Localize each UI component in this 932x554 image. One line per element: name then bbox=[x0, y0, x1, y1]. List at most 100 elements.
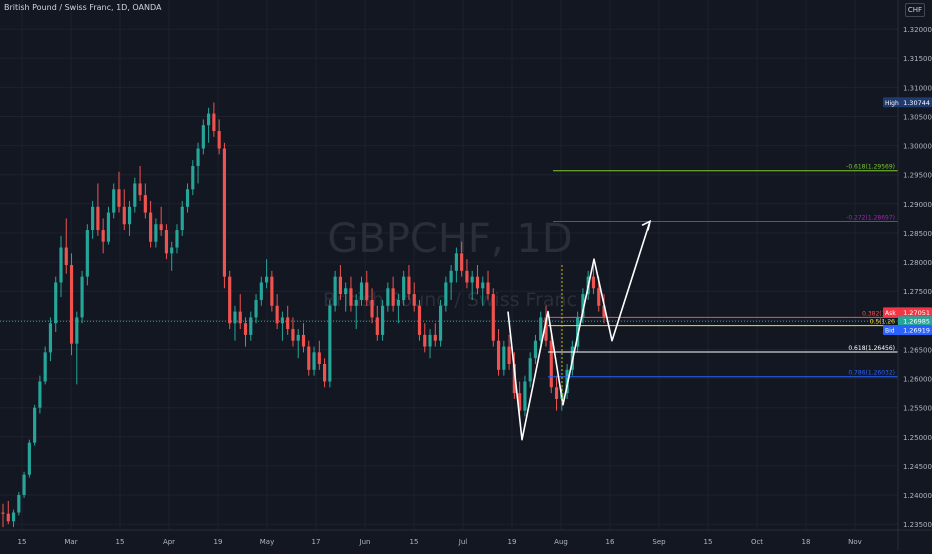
candle-body bbox=[380, 305, 385, 335]
candle-body bbox=[159, 224, 163, 231]
candle-body bbox=[259, 282, 263, 300]
candle-body bbox=[191, 165, 195, 190]
candle-body bbox=[265, 276, 269, 283]
y-tick-label: 1.32000 bbox=[903, 26, 932, 34]
time-axis[interactable]: 15 Mar 15 Apr 19 May 17 Jun 15 Jul 19 Aug 16 Sep 15 Oct… bbox=[0, 529, 932, 546]
candle-body bbox=[528, 358, 532, 382]
candle-body bbox=[54, 282, 58, 324]
candle-body bbox=[249, 317, 253, 335]
y-tick-label: 1.28500 bbox=[903, 230, 932, 238]
y-tick-label: 1.24000 bbox=[903, 492, 932, 500]
candle-body bbox=[117, 189, 121, 207]
currency-button[interactable]: CHF bbox=[905, 3, 925, 17]
candle-body bbox=[312, 352, 316, 370]
x-tick-label: 15 bbox=[704, 538, 713, 546]
candle-body bbox=[365, 282, 369, 300]
x-tick-label: 16 bbox=[606, 538, 615, 546]
candle-body bbox=[554, 387, 559, 399]
candle-body bbox=[43, 352, 47, 382]
candle-body bbox=[69, 265, 74, 344]
candle-body bbox=[328, 305, 332, 382]
candle-body bbox=[391, 288, 395, 306]
projection-drawing[interactable] bbox=[507, 219, 652, 441]
y-tick-label: 1.25000 bbox=[903, 434, 932, 442]
x-tick-label: 19 bbox=[214, 538, 223, 546]
x-tick-label: 15 bbox=[116, 538, 125, 546]
y-tick-label: 1.27500 bbox=[903, 288, 932, 296]
fib-levels[interactable]: -0.618(1.29569) -0.272(1.28697) 0.382(1.27… bbox=[548, 164, 898, 378]
candle-body bbox=[533, 340, 538, 359]
fib-level-label: 0.618(1.26456) bbox=[848, 345, 895, 352]
price-badge bbox=[883, 325, 932, 336]
candle-body bbox=[433, 334, 437, 341]
x-tick-label: 18 bbox=[802, 538, 811, 546]
y-tick-label: 1.31000 bbox=[903, 84, 932, 92]
candle-body bbox=[470, 276, 474, 283]
candle-body bbox=[133, 183, 137, 207]
candle-body bbox=[59, 247, 63, 283]
candle-body bbox=[217, 131, 221, 149]
candle-body bbox=[143, 195, 147, 213]
candle-body bbox=[502, 346, 506, 370]
candle-body bbox=[491, 294, 495, 341]
candle-body bbox=[96, 206, 100, 231]
watermark-ticker: GBPCHF, 1D bbox=[327, 216, 572, 262]
candle-body bbox=[565, 369, 569, 394]
candle-body bbox=[481, 282, 485, 289]
candle-body bbox=[238, 311, 242, 324]
candle-body bbox=[375, 317, 379, 335]
candle-body bbox=[544, 317, 548, 341]
x-tick-label: Aug bbox=[554, 538, 568, 546]
candle-body bbox=[338, 276, 342, 295]
arrow-head bbox=[641, 219, 652, 231]
candle-body bbox=[196, 148, 200, 166]
y-tick-label: 1.31500 bbox=[903, 55, 932, 63]
candle-body bbox=[539, 317, 543, 341]
candle-body bbox=[48, 323, 53, 353]
y-tick-label: 1.29500 bbox=[903, 172, 932, 180]
y-tick-label: 1.30500 bbox=[903, 113, 932, 121]
candle-body bbox=[22, 474, 26, 496]
candle-body bbox=[1, 512, 5, 514]
y-tick-label: 1.23500 bbox=[903, 521, 932, 529]
candle-body bbox=[170, 247, 174, 254]
candle-body bbox=[254, 299, 258, 318]
price-badge bbox=[883, 307, 932, 318]
candle-body bbox=[275, 305, 279, 324]
candle-body bbox=[212, 113, 216, 132]
candle-body bbox=[11, 512, 16, 522]
candle-body bbox=[581, 294, 585, 318]
fib-level-label: 0.382(1.27 bbox=[862, 310, 895, 317]
y-tick-label: 1.26000 bbox=[903, 376, 932, 384]
x-tick-label: Jun bbox=[359, 538, 371, 546]
candle-body bbox=[64, 247, 68, 265]
zigzag-projection[interactable] bbox=[507, 221, 651, 441]
candle-body bbox=[233, 311, 237, 324]
fib-level-label: -0.618(1.29569) bbox=[846, 164, 895, 171]
candle-body bbox=[460, 253, 464, 271]
candle-body bbox=[270, 276, 274, 306]
candle-body bbox=[228, 276, 232, 324]
y-tick-label: 1.29000 bbox=[903, 201, 932, 209]
candle-body bbox=[127, 206, 132, 225]
price-badge-value: 1.26919 bbox=[903, 327, 930, 335]
candle-body bbox=[475, 276, 480, 289]
x-tick-label: 15 bbox=[410, 538, 419, 546]
candle-body bbox=[602, 305, 606, 318]
candle-body bbox=[518, 393, 522, 411]
candle-body bbox=[370, 299, 374, 318]
grid bbox=[0, 0, 898, 530]
candle-body bbox=[317, 352, 321, 365]
candle-body bbox=[417, 305, 422, 335]
candle-body bbox=[412, 294, 416, 306]
candle-body bbox=[112, 189, 116, 213]
candle-body bbox=[33, 407, 37, 443]
candle-body bbox=[17, 495, 21, 513]
candle-body bbox=[101, 230, 105, 242]
x-tick-label: 19 bbox=[508, 538, 517, 546]
candle-body bbox=[280, 317, 284, 324]
candle-body bbox=[449, 270, 453, 283]
price-axis[interactable]: 1.23500 1.24000 1.24500 1.25000 1.25500 1.260… bbox=[897, 0, 932, 550]
